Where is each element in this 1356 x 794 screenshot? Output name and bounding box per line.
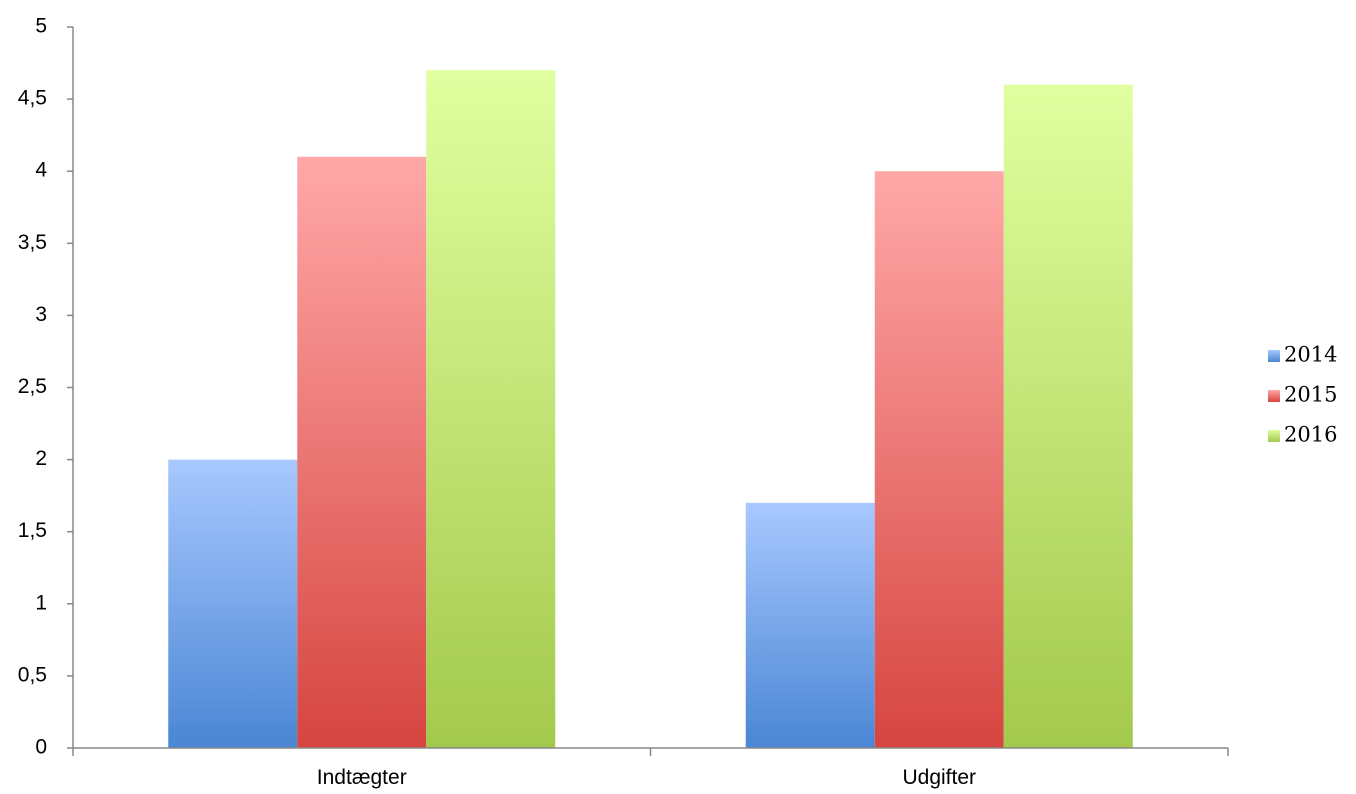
y-tick-label: 2 [35,447,47,470]
legend-label: 2016 [1284,423,1337,447]
bar-2015-0 [297,156,427,748]
y-tick-label: 3,5 [18,231,47,254]
y-tick-label: 1 [35,591,47,614]
y-tick-label: 4,5 [18,87,47,110]
bar-2015-1 [874,171,1004,748]
bar-2016-0 [426,70,556,748]
bars-layer [168,70,1133,749]
legend-swatch [1268,350,1280,362]
legend-label: 2015 [1284,383,1337,407]
y-tick-label: 5 [35,15,47,38]
legend-swatch [1268,430,1280,442]
y-tick-label: 1,5 [18,519,47,542]
y-tick-label: 2,5 [18,375,47,398]
y-tick-label: 3 [35,303,47,326]
y-axis-ticks: 0 0,5 1 1,5 2 2,5 3 3,5 4 4,5 5 [18,15,73,759]
y-tick-label: 4 [35,159,47,182]
y-tick-label: 0,5 [18,663,47,686]
bar-2016-1 [1003,84,1133,749]
y-tick-label: 0 [35,736,47,759]
legend: 2014 2015 2016 [1268,343,1337,447]
bar-2014-0 [168,459,298,748]
x-axis-ticks: Indtægter Udgifter [72,748,1229,789]
legend-swatch [1268,390,1280,402]
x-category-label: Indtægter [317,766,407,789]
legend-label: 2014 [1284,343,1337,367]
bar-2014-1 [745,502,875,748]
x-category-label: Udgifter [902,766,976,789]
